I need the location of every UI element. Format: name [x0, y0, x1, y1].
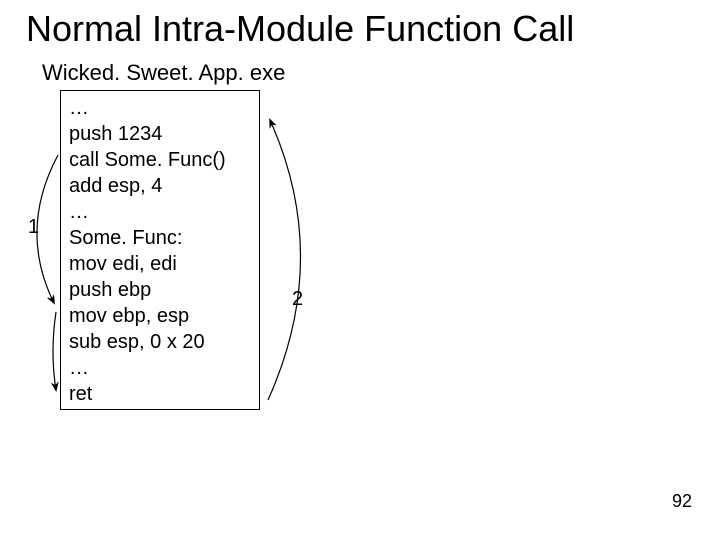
code-line: Some. Func:: [69, 225, 251, 251]
code-line: …: [69, 95, 251, 121]
code-line: call Some. Func(): [69, 147, 251, 173]
arrow-label-1: 1: [28, 216, 39, 239]
code-line: …: [69, 199, 251, 225]
code-line: add esp, 4: [69, 173, 251, 199]
page-title: Normal Intra-Module Function Call: [26, 8, 574, 50]
code-line: push ebp: [69, 277, 251, 303]
code-line: ret: [69, 381, 251, 407]
code-line: mov edi, edi: [69, 251, 251, 277]
code-line: …: [69, 355, 251, 381]
return-arrow-icon: [268, 120, 301, 400]
code-line: sub esp, 0 x 20: [69, 329, 251, 355]
code-box: … push 1234 call Some. Func() add esp, 4…: [60, 90, 260, 410]
page-number: 92: [672, 491, 692, 512]
code-line: mov ebp, esp: [69, 303, 251, 329]
arrow-label-2: 2: [292, 288, 303, 311]
flow-continue-arrow-icon: [53, 312, 56, 390]
code-line: push 1234: [69, 121, 251, 147]
call-arrow-icon: [37, 155, 58, 303]
app-name-label: Wicked. Sweet. App. exe: [42, 60, 285, 86]
